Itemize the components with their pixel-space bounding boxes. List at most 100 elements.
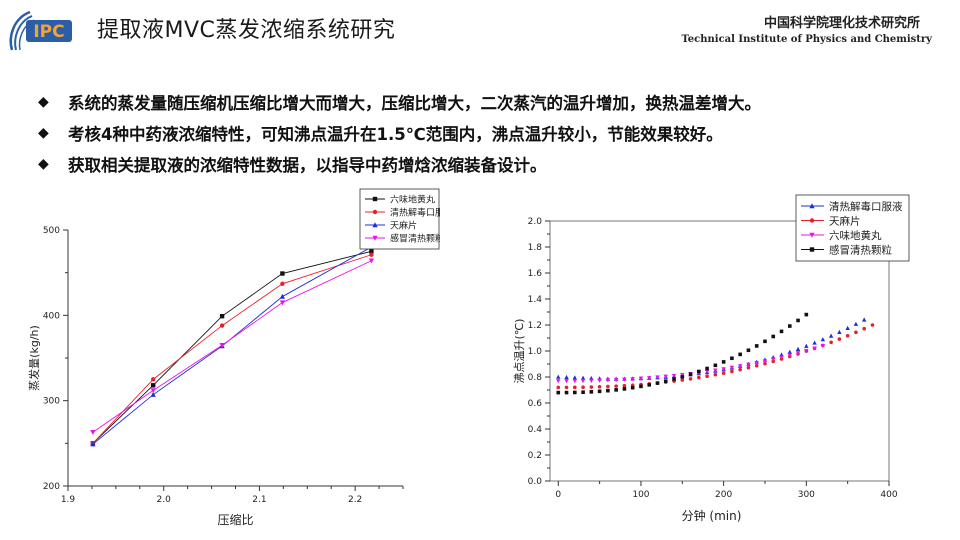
- circle-marker: [754, 363, 759, 368]
- circle-marker: [862, 326, 866, 331]
- triangle-down-marker: [647, 376, 652, 381]
- circle-marker: [219, 323, 225, 328]
- legend-label: 感冒清热颗粒: [829, 244, 892, 257]
- triangle-down-marker: [812, 346, 817, 351]
- legend-label: 天麻片: [390, 220, 417, 232]
- y-tick-label: 1.6: [528, 269, 543, 279]
- triangle-down-marker: [704, 369, 710, 374]
- triangle-marker: [837, 329, 842, 334]
- institute-name-en: Technical Institute of Physics and Chemi…: [681, 34, 933, 45]
- square-marker: [573, 390, 577, 395]
- series-triangle-down: [90, 258, 375, 436]
- series-square: [90, 249, 374, 446]
- circle-marker: [597, 385, 602, 389]
- circle-marker: [614, 384, 618, 388]
- square-marker: [369, 249, 374, 254]
- y-tick-label: 0.4: [528, 425, 543, 435]
- circle-marker: [746, 365, 751, 370]
- series-triangle-down: [556, 344, 826, 384]
- x-tick-label: 300: [798, 490, 815, 500]
- series-triangle: [556, 317, 867, 381]
- triangle-down-marker: [597, 378, 602, 383]
- triangle-down-marker: [613, 378, 619, 383]
- triangle-down-marker: [787, 353, 792, 358]
- triangle-down-marker: [809, 232, 815, 238]
- triangle-down-marker: [671, 373, 677, 379]
- square-marker: [796, 318, 800, 323]
- circle-marker: [837, 337, 842, 341]
- triangle-down-marker: [762, 359, 768, 364]
- circle-marker: [556, 385, 561, 390]
- bullet-item: ◆ 系统的蒸发量随压缩机压缩比增大而增大，压缩比增大，二次蒸汽的温升增加，换热温…: [38, 86, 761, 117]
- circle-marker: [573, 385, 577, 390]
- square-marker: [372, 196, 378, 202]
- triangle-marker: [279, 293, 285, 299]
- triangle-down-marker: [372, 235, 378, 241]
- triangle-down-marker: [564, 379, 569, 384]
- y-tick-label: 300: [43, 397, 60, 407]
- square-marker: [680, 374, 685, 379]
- triangle-down-marker: [721, 367, 726, 372]
- square-marker: [581, 390, 585, 395]
- triangle-down-marker: [804, 348, 809, 354]
- legend-label: 六味地黄丸: [829, 229, 882, 242]
- y-tick-label: 0.6: [528, 399, 543, 409]
- square-marker: [597, 389, 602, 394]
- square-marker: [779, 329, 784, 334]
- triangle-down-marker: [795, 351, 801, 356]
- series-square: [556, 312, 809, 395]
- triangle-marker: [809, 203, 815, 209]
- y-tick-label: 1.8: [528, 243, 543, 253]
- square-marker: [705, 366, 709, 371]
- square-marker: [713, 363, 718, 368]
- square-marker: [771, 334, 776, 339]
- square-marker: [787, 324, 792, 328]
- circle-marker: [688, 377, 693, 381]
- triangle-down-marker: [771, 357, 776, 362]
- circle-marker: [589, 385, 594, 389]
- square-marker: [763, 339, 767, 344]
- circle-marker: [369, 252, 374, 257]
- triangle-marker: [853, 321, 859, 326]
- legend-label: 清热解毒口服液: [390, 207, 440, 219]
- square-marker: [809, 247, 815, 252]
- triangle-down-marker: [605, 378, 611, 383]
- series-triangle: [90, 244, 375, 447]
- square-marker: [630, 385, 635, 390]
- triangle-marker: [845, 325, 850, 331]
- square-marker: [219, 313, 225, 319]
- institute-name-cn: 中国科学院理化技术研究所: [763, 16, 920, 31]
- slide-header: IPC 提取液MVC蒸发浓缩系统研究 中国科学院理化技术研究所 Technica…: [0, 0, 960, 58]
- x-axis-label: 分钟 (min): [682, 508, 742, 523]
- circle-marker: [680, 378, 685, 382]
- triangle-down-marker: [820, 344, 826, 349]
- x-tick-label: 2.1: [252, 495, 266, 505]
- triangle-marker: [795, 346, 801, 351]
- y-tick-label: 0.2: [528, 451, 542, 461]
- circle-marker: [730, 369, 734, 374]
- y-tick-label: 400: [43, 311, 60, 321]
- circle-marker: [622, 383, 627, 388]
- triangle-down-marker: [622, 377, 627, 382]
- triangle-marker: [787, 349, 792, 354]
- square-marker: [622, 387, 627, 391]
- triangle-marker: [812, 340, 817, 345]
- triangle-marker: [828, 333, 834, 338]
- triangle-marker: [556, 374, 561, 379]
- square-marker: [754, 344, 759, 348]
- square-marker: [746, 348, 751, 353]
- triangle-marker: [820, 337, 826, 342]
- triangle-down-marker: [779, 355, 784, 360]
- circle-marker: [705, 374, 709, 379]
- triangle-down-marker: [737, 364, 743, 369]
- triangle-down-marker: [655, 375, 660, 380]
- circle-marker: [845, 333, 850, 338]
- triangle-down-marker: [368, 258, 375, 264]
- triangle-marker: [804, 343, 809, 348]
- triangle-down-marker: [580, 378, 586, 384]
- bullet-item: ◆ 获取相关提取液的浓缩特性数据，以指导中药增焓浓缩装备设计。: [38, 148, 761, 179]
- square-marker: [614, 388, 618, 392]
- square-marker: [280, 271, 285, 276]
- series-line: [92, 246, 372, 445]
- x-tick-label: 200: [715, 490, 732, 500]
